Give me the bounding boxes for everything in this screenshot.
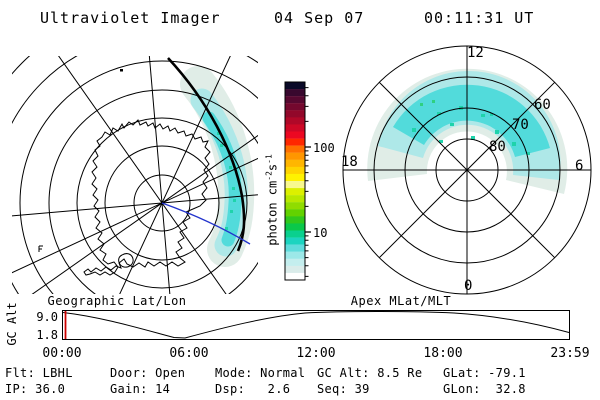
time-tick-2359: 23:59	[550, 346, 590, 361]
status-glat: GLat: -79.1	[443, 366, 526, 380]
geographic-polar-plot	[12, 56, 258, 294]
colorbar-band	[285, 216, 305, 224]
small-island	[38, 245, 43, 252]
colorbar-band	[285, 173, 305, 182]
colorbar-band	[285, 159, 305, 168]
colorbar-band	[285, 82, 305, 90]
colorbar-band	[285, 166, 305, 175]
colorbar	[284, 81, 311, 281]
status-gain: Gain: 14	[110, 382, 171, 396]
mlt-label-12: 12	[467, 45, 484, 61]
colorbar-minor-ticks	[305, 87, 309, 277]
station-marker	[120, 69, 123, 72]
colorbar-band	[285, 195, 305, 203]
colorbar-band	[285, 244, 305, 252]
strip-frame	[62, 310, 570, 340]
colorbar-tick-10: 10	[313, 226, 328, 240]
colorbar-band	[285, 152, 305, 160]
colorbar-band	[285, 237, 305, 245]
status-mode: Mode: Normal	[215, 366, 306, 380]
gc-alt-curve	[62, 311, 570, 339]
colorbar-tick-100: 100	[313, 141, 335, 155]
left-plot-caption: Geographic Lat/Lon	[47, 294, 187, 308]
colorbar-band	[285, 131, 305, 139]
time-tick-0000: 00:00	[42, 346, 82, 361]
colorbar-band	[285, 230, 305, 238]
apex-polar-plot	[342, 45, 592, 295]
mlat-label-60: 60	[534, 97, 551, 113]
status-door: Door: Open	[110, 366, 186, 380]
strip-ytick-min: 1.8	[36, 328, 58, 342]
status-flt: Flt: LBHL	[5, 366, 73, 380]
strip-ytick-max: 9.0	[36, 310, 58, 324]
colorbar-band	[285, 258, 305, 267]
status-dsp: Dsp: 2.6	[215, 382, 291, 396]
right-plot-caption: Apex MLat/MLT	[350, 294, 452, 308]
colorbar-band	[285, 117, 305, 125]
colorbar-band	[285, 209, 305, 217]
coastline-island-loop	[118, 253, 134, 268]
mlt-label-6: 6	[575, 158, 584, 174]
colorbar-band	[285, 138, 305, 146]
mlt-label-18: 18	[341, 154, 358, 170]
time-tick-0600: 06:00	[169, 346, 209, 361]
colorbar-band	[285, 265, 305, 274]
time-tick-1800: 18:00	[423, 346, 463, 361]
colorbar-major-ticks	[305, 146, 311, 233]
altitude-strip-chart	[62, 310, 570, 340]
mlt-label-0: 0	[464, 278, 473, 294]
status-gc-alt: GC Alt: 8.5 Re	[317, 366, 423, 380]
title-time: 00:11:31 UT	[424, 9, 535, 27]
title-date: 04 Sep 07	[274, 9, 365, 27]
colorbar-band	[285, 89, 305, 97]
mlat-label-70: 70	[512, 117, 529, 133]
colorbar-band	[285, 124, 305, 132]
mlat-mlt-grid	[342, 45, 592, 295]
aurora-bright-band	[202, 111, 242, 247]
aurora-speckles	[217, 132, 236, 230]
colorbar-band	[285, 202, 305, 210]
status-seq: Seq: 39	[317, 382, 370, 396]
colorbar-band	[285, 110, 305, 118]
mlat-label-80: 80	[489, 139, 506, 155]
colorbar-band	[285, 103, 305, 111]
colorbar-band	[285, 251, 305, 259]
time-tick-1200: 12:00	[296, 346, 336, 361]
colorbar-unit-label: photon cm-2s-1	[264, 154, 280, 246]
antarctica-coastline	[83, 119, 211, 276]
status-glon: GLon: 32.8	[443, 382, 526, 396]
colorbar-bands	[285, 82, 305, 281]
colorbar-band	[285, 223, 305, 231]
aurora-green-speckles	[420, 100, 435, 106]
colorbar-band	[285, 96, 305, 104]
terminator-arc	[167, 57, 246, 252]
colorbar-band	[285, 181, 305, 189]
orbit-track-line	[161, 202, 251, 245]
strip-y-axis-label: GC Alt	[5, 302, 19, 346]
page-title: Ultraviolet Imager	[40, 9, 221, 27]
colorbar-band	[285, 145, 305, 153]
status-ip: IP: 36.0	[5, 382, 66, 396]
colorbar-band	[285, 272, 305, 281]
colorbar-band	[285, 188, 305, 196]
